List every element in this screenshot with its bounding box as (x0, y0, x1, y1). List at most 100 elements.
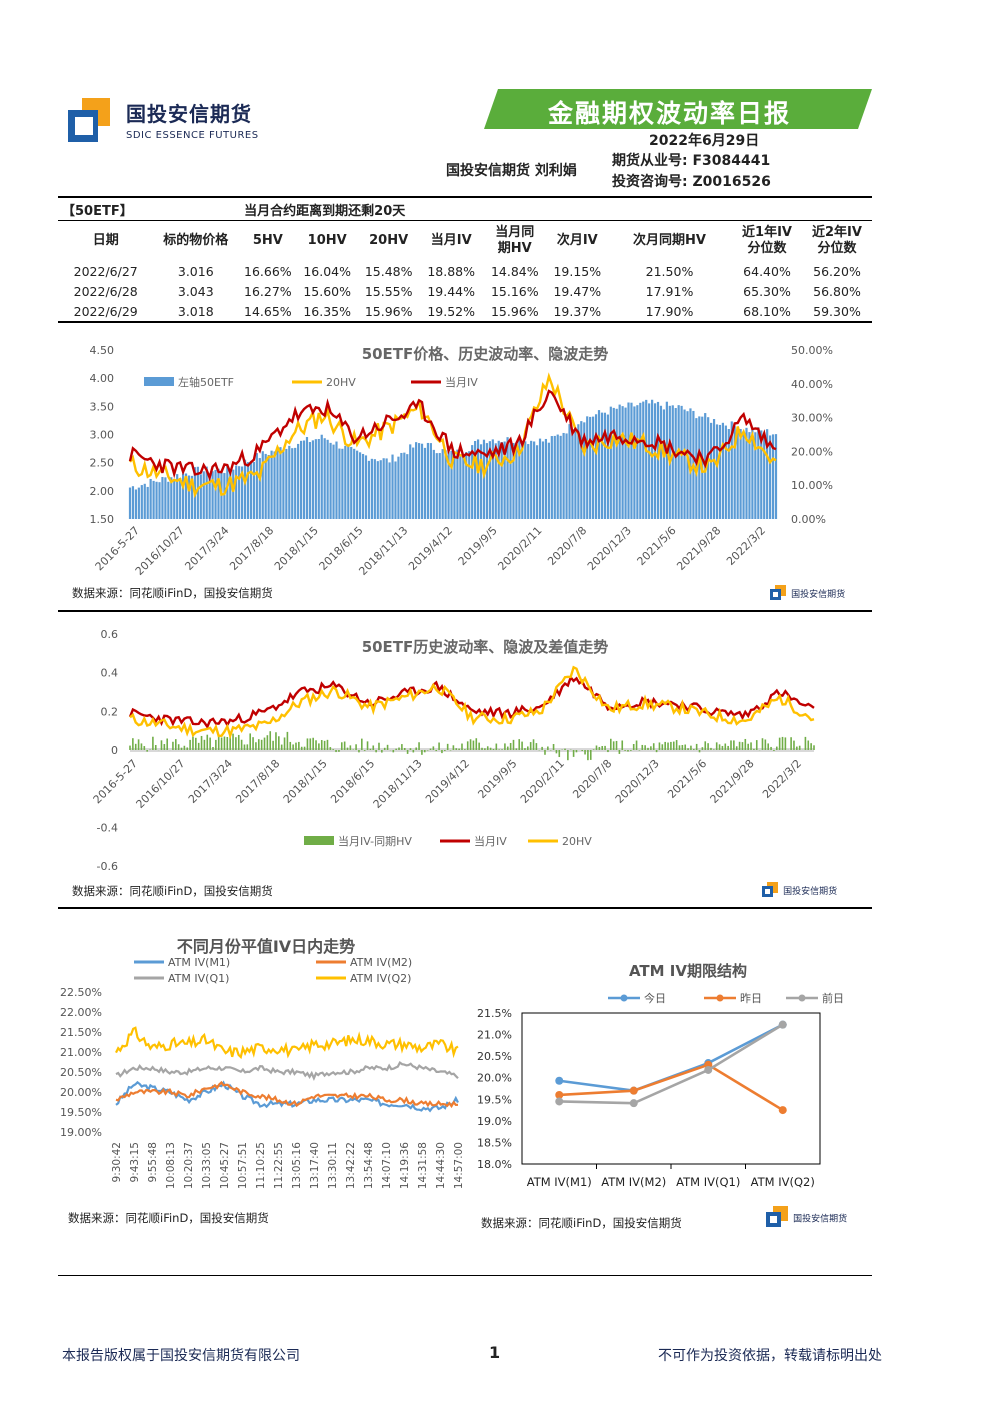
diff-bar (278, 736, 280, 750)
table-cell: 56.20% (813, 263, 861, 279)
diff-bar (607, 750, 609, 753)
diff-bar (160, 740, 163, 750)
price-bar (232, 469, 235, 519)
price-bar (627, 402, 630, 519)
price-bar (594, 414, 598, 519)
price-bar (565, 433, 568, 519)
diff-bar (684, 744, 687, 750)
diff-bar (140, 743, 143, 750)
diff-bar (343, 741, 346, 750)
table-cell: 15.96% (356, 301, 421, 323)
price-bar (214, 469, 217, 519)
table-cell: 15.96% (481, 301, 548, 323)
diff-bar (438, 742, 440, 750)
price-bar (471, 445, 474, 519)
price-bar (677, 405, 680, 519)
price-bar (636, 405, 639, 519)
diff-bar (312, 737, 314, 750)
diff-bar (718, 744, 721, 750)
table-cell: 3.016 (177, 263, 214, 279)
diff-bar (209, 737, 211, 750)
diff-bar (300, 746, 303, 750)
x-tick: 2021/9/28 (708, 757, 757, 806)
y-left-tick: 4.50 (90, 344, 115, 357)
diff-bar (395, 748, 397, 750)
price-bar (515, 444, 518, 519)
watermark-logo-icon (770, 584, 786, 600)
chart1-watermark: 国投安信期货 (770, 582, 845, 601)
price-bar (527, 444, 530, 519)
price-bar (338, 448, 341, 519)
diff-bar (744, 738, 747, 750)
price-bar (771, 434, 775, 519)
diff-bar (509, 743, 512, 750)
price-bar (246, 462, 250, 519)
y-tick: 0.4 (101, 667, 119, 680)
price-bar (600, 412, 604, 519)
price-bar (730, 421, 733, 519)
x-tick: 10:33:05 (201, 1142, 213, 1189)
diff-bar (421, 750, 423, 755)
diff-bar (535, 743, 538, 750)
diff-bar (670, 741, 672, 750)
table-cell: 17.91% (645, 283, 694, 299)
price-bar (698, 416, 701, 519)
price-bar (423, 447, 427, 519)
price-bar (645, 399, 648, 519)
y-right-tick: 0.00% (791, 513, 826, 526)
price-bar (521, 444, 524, 519)
diff-bar (701, 747, 704, 750)
y-tick: 18.0% (477, 1158, 512, 1171)
diff-bar (541, 746, 543, 750)
price-bar (385, 458, 388, 519)
diff-bar (612, 741, 615, 750)
price-bar (155, 481, 158, 519)
price-bar (456, 449, 459, 519)
diff-bar (206, 734, 209, 750)
diff-bar (778, 737, 781, 750)
diff-bar (423, 750, 426, 753)
price-bar (665, 401, 668, 519)
price-bar (559, 435, 562, 519)
divider (58, 610, 872, 612)
price-bar (249, 460, 253, 519)
diff-bar (698, 750, 701, 753)
price-bar (538, 438, 542, 519)
price-bar (240, 466, 244, 519)
diff-bar (452, 745, 455, 750)
price-bar (733, 426, 736, 519)
x-tick: 2020/2/11 (518, 757, 567, 806)
x-tick: ATM IV(M1) (527, 1175, 592, 1189)
diff-bar (747, 743, 749, 750)
diff-bar (793, 740, 795, 750)
table-cell: 19.15% (553, 263, 602, 279)
diff-bar (418, 742, 420, 750)
x-tick: 2022/3/2 (760, 757, 804, 801)
license-invest: 投资咨询号: Z0016526 (612, 174, 771, 190)
price-bar (143, 483, 146, 519)
legend-marker (798, 994, 806, 1002)
price-bar (187, 475, 191, 519)
diff-bar (435, 750, 438, 752)
diff-bar (655, 750, 658, 753)
diff-bar (478, 742, 480, 750)
diff-bar (767, 743, 770, 750)
x-tick: 14:31:58 (417, 1142, 429, 1189)
price-bar (648, 403, 651, 519)
diff-bar (338, 750, 340, 752)
x-tick: 2017/8/18 (233, 757, 282, 806)
price-bar (680, 405, 683, 519)
price-bar (583, 422, 586, 519)
price-bar (603, 412, 607, 519)
price-bar (190, 475, 194, 519)
price-bar (547, 442, 550, 519)
price-bar (137, 487, 140, 519)
x-tick: 2019/4/12 (423, 757, 472, 806)
y-tick: 0.2 (101, 705, 119, 718)
diff-bar (329, 747, 332, 750)
diff-bar (129, 745, 131, 750)
price-bar (320, 434, 323, 519)
diff-bar (223, 736, 226, 750)
price-bar (739, 429, 742, 519)
